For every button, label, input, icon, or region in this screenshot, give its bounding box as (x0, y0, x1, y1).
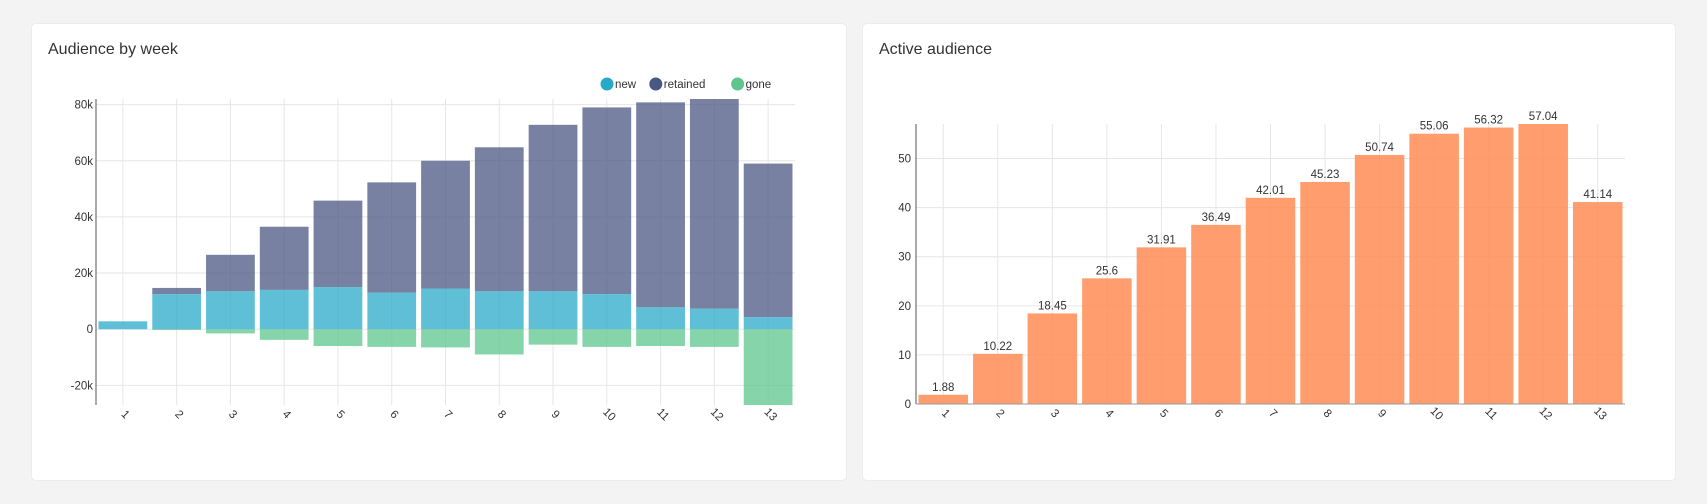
legend-label: gone (746, 79, 772, 91)
bar-gone (528, 329, 578, 345)
legend-marker (731, 77, 745, 91)
bar-retained (313, 200, 363, 288)
bar-new (636, 307, 685, 330)
bar-retained (528, 124, 578, 292)
bar-retained (206, 254, 255, 292)
legend: new retained gone (600, 77, 772, 91)
bar-new (582, 294, 632, 330)
x-tick-label: 1 (939, 407, 952, 420)
x-tick-label: 9 (1375, 407, 1388, 420)
bar-gone (582, 329, 632, 347)
bar (1082, 278, 1132, 404)
data-label: 55.06 (1420, 121, 1449, 133)
x-tick-label: 12 (1537, 405, 1555, 423)
bar-retained (636, 102, 685, 308)
bar-new (367, 292, 417, 330)
bar-gone (367, 329, 417, 347)
bar (1518, 124, 1568, 404)
bar-retained (367, 182, 417, 293)
bar (1300, 181, 1350, 404)
bar-gone (152, 329, 202, 331)
data-label: 50.74 (1365, 142, 1394, 154)
bar-new (206, 291, 255, 330)
bar-gone (206, 329, 255, 334)
y-tick-label: 0 (87, 324, 93, 336)
bar-new (528, 291, 578, 330)
data-label: 36.49 (1202, 212, 1231, 224)
bar-new (152, 294, 202, 330)
data-label: 1.88 (932, 382, 954, 394)
bar (973, 353, 1023, 404)
bar-gone (313, 329, 363, 347)
bar (1027, 313, 1078, 404)
legend-marker (600, 77, 614, 91)
data-label: 57.04 (1529, 111, 1558, 123)
bar-retained (421, 160, 470, 289)
legend-label: new (615, 79, 637, 91)
x-tick-label: 7 (1266, 407, 1279, 420)
bar (1354, 154, 1405, 404)
bar-gone (474, 329, 524, 355)
data-label: 56.32 (1474, 115, 1503, 127)
y-tick-label: 30 (898, 252, 911, 264)
data-label: 42.01 (1256, 185, 1285, 197)
bar-retained (582, 107, 632, 295)
x-tick-label: 10 (1427, 405, 1445, 423)
bar-new (474, 291, 524, 330)
chart-title: Active audience (879, 41, 992, 58)
legend-marker (649, 77, 663, 91)
legend-label: retained (664, 79, 706, 91)
bar-retained (474, 147, 524, 292)
bar-retained (152, 287, 202, 295)
bar-gone (636, 329, 685, 347)
y-tick-label: 40k (74, 212, 93, 224)
y-tick-label: 0 (905, 399, 911, 411)
bar (1191, 224, 1241, 404)
bar-gone (421, 329, 470, 348)
y-tick-label: 40 (898, 203, 911, 215)
y-tick-label: 20k (74, 268, 93, 280)
data-label: 25.6 (1096, 265, 1118, 277)
x-tick-label: 8 (1321, 407, 1334, 420)
data-label: 31.91 (1147, 234, 1176, 246)
x-tick-label: 6 (1212, 407, 1225, 420)
bar-gone (743, 329, 793, 405)
chart-title: Audience by week (48, 41, 178, 58)
x-tick-label: 4 (1102, 407, 1115, 420)
bar-new (313, 287, 363, 330)
y-tick-label: 80k (74, 100, 93, 112)
bar-new (689, 308, 739, 330)
data-label: 41.14 (1583, 189, 1612, 201)
bar-new (421, 288, 470, 330)
y-tick-label: 50 (898, 154, 911, 166)
bar-retained (689, 99, 739, 309)
x-tick-label: 5 (1157, 407, 1170, 420)
bar (1409, 133, 1459, 405)
bar-new (259, 289, 309, 330)
y-tick-label: 20 (898, 301, 911, 313)
bar-gone (689, 329, 739, 347)
bar (918, 394, 969, 404)
x-tick-label: 11 (1482, 405, 1499, 422)
y-tick-label: 60k (74, 156, 93, 168)
bar (1245, 197, 1296, 404)
bar-retained (259, 226, 309, 290)
data-label: 45.23 (1311, 169, 1340, 181)
bar (1136, 247, 1187, 404)
data-label: 18.45 (1038, 300, 1067, 312)
bar (1463, 127, 1514, 404)
y-tick-label: 10 (898, 350, 911, 362)
y-tick-label: -20k (71, 380, 94, 392)
bar-new (743, 317, 793, 330)
bar-retained (743, 163, 793, 318)
bar-new (98, 321, 148, 330)
x-tick-label: 2 (993, 407, 1006, 420)
x-tick-label: 13 (1591, 405, 1609, 423)
bar-gone (259, 329, 309, 340)
data-label: 10.22 (983, 341, 1012, 353)
x-tick-label: 3 (1048, 407, 1061, 420)
bar (1572, 202, 1623, 404)
